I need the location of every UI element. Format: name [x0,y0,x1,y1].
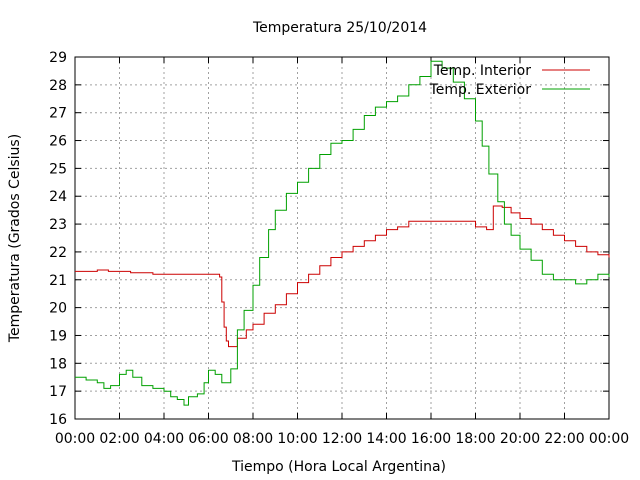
y-tick-label: 28 [49,78,67,94]
y-axis-title: Temperatura (Grados Celsius) [7,134,23,343]
axis-ticks [74,56,610,420]
series-line-exterior [75,60,610,406]
chart-title: Temperatura 25/10/2014 [252,20,427,36]
y-tick-label: 24 [49,189,67,205]
y-tick-label: 18 [49,356,67,372]
y-tick-label: 19 [49,328,67,344]
legend-label-interior: Temp. Interior [433,63,532,79]
x-axis-title: Tiempo (Hora Local Argentina) [231,459,446,475]
x-tick-label: 12:00 [322,431,362,447]
legend: Temp. Interior Temp. Exterior [429,63,590,98]
x-tick-label: 00:00 [589,431,629,447]
tick-labels: 00:00 02:00 04:00 06:00 08:00 10:00 12:00 14:00… [49,50,629,447]
y-tick-label: 22 [49,245,67,261]
x-tick-label: 04:00 [144,431,184,447]
y-tick-label: 23 [49,217,67,233]
x-tick-label: 00:00 [55,431,95,447]
grid-lines [75,57,609,419]
y-tick-label: 27 [49,106,67,122]
y-tick-label: 16 [49,412,67,428]
x-tick-label: 22:00 [544,431,584,447]
legend-label-exterior: Temp. Exterior [429,82,532,98]
y-tick-label: 29 [49,50,67,66]
x-tick-label: 18:00 [455,431,495,447]
y-tick-label: 25 [49,161,67,177]
x-tick-label: 10:00 [277,431,317,447]
data-series [75,60,610,406]
x-tick-label: 14:00 [366,431,406,447]
y-tick-label: 17 [49,384,67,400]
y-tick-label: 26 [49,134,67,150]
x-tick-label: 02:00 [99,431,139,447]
y-tick-label: 20 [49,301,67,317]
series-line-interior [75,205,610,348]
x-tick-label: 08:00 [233,431,273,447]
x-tick-label: 16:00 [411,431,451,447]
y-tick-label: 21 [49,273,67,289]
x-tick-label: 06:00 [188,431,228,447]
x-tick-label: 20:00 [500,431,540,447]
